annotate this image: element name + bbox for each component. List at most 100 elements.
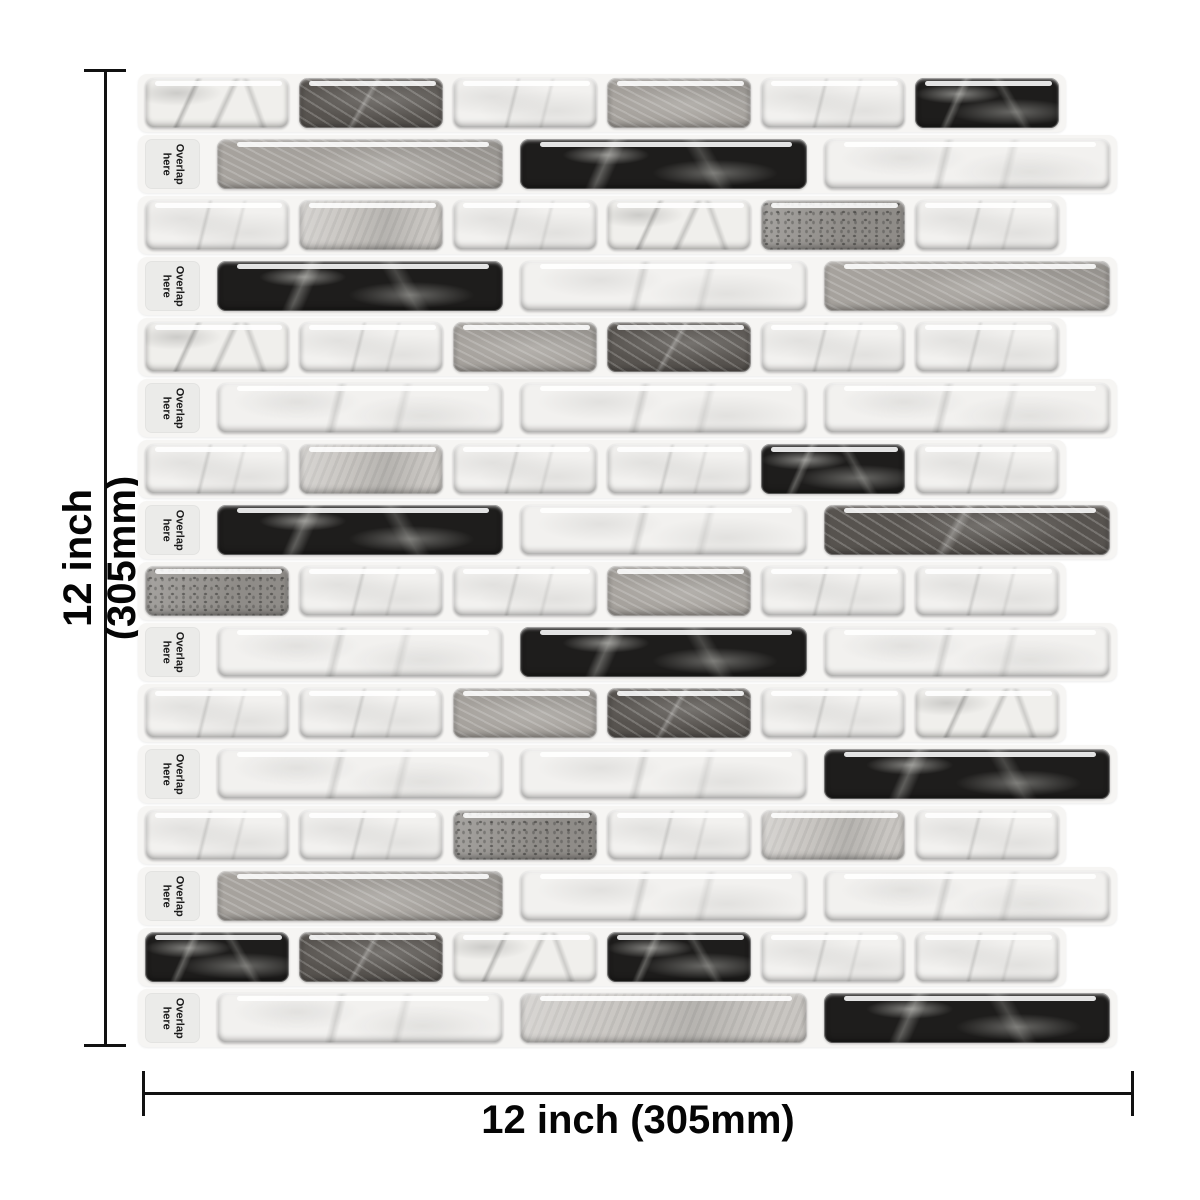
tile-brick-white — [217, 383, 504, 433]
width-dimension-right-tick — [1131, 1071, 1134, 1116]
tile-brick-black — [520, 627, 807, 677]
overlap-tab-label: Overlap here — [160, 875, 186, 917]
tile-brick-white — [520, 505, 807, 555]
tile-row: Overlap here — [138, 867, 1117, 925]
overlap-tab-label: Overlap here — [160, 997, 186, 1039]
tile-brick-whitevein — [145, 78, 289, 128]
tile-brick-white — [761, 932, 905, 982]
width-dimension-left-tick — [142, 1071, 145, 1116]
tile-brick-white — [217, 627, 504, 677]
tile-brick-white — [823, 627, 1110, 677]
tile-row — [138, 684, 1066, 742]
tile-brick-white — [607, 810, 751, 860]
tile-brick-darkgray — [823, 505, 1110, 555]
tile-row — [138, 562, 1066, 620]
tile-brick-white — [145, 200, 289, 250]
tile-panel: Overlap here Overlap here Overlap here Over… — [138, 74, 1117, 1050]
tile-row: Overlap here — [138, 989, 1117, 1047]
tile-brick-gray — [823, 261, 1110, 311]
tile-brick-white — [761, 566, 905, 616]
tile-brick-white — [453, 78, 597, 128]
tile-row — [138, 318, 1066, 376]
height-dimension-label: 12 inch (305mm) — [56, 475, 144, 641]
tile-brick-black — [915, 78, 1059, 128]
tile-brick-lightgray — [299, 444, 443, 494]
tile-row — [138, 440, 1066, 498]
tile-row: Overlap here — [138, 379, 1117, 437]
tile-brick-black — [217, 505, 504, 555]
overlap-tab: Overlap here — [145, 383, 200, 433]
tile-row — [138, 196, 1066, 254]
tile-brick-white — [823, 139, 1110, 189]
tile-brick-white — [145, 810, 289, 860]
tile-brick-white — [915, 932, 1059, 982]
overlap-tab: Overlap here — [145, 139, 200, 189]
tile-brick-gray — [453, 688, 597, 738]
tile-brick-lightgray — [299, 200, 443, 250]
tile-brick-white — [453, 566, 597, 616]
tile-brick-whitevein — [453, 932, 597, 982]
tile-brick-gray — [217, 139, 504, 189]
tile-row: Overlap here — [138, 623, 1117, 681]
tile-brick-gray — [217, 871, 504, 921]
tile-row — [138, 806, 1066, 864]
tile-row: Overlap here — [138, 745, 1117, 803]
tile-brick-white — [823, 871, 1110, 921]
tile-brick-gray — [607, 566, 751, 616]
tile-brick-whitevein — [145, 322, 289, 372]
tile-brick-white — [823, 383, 1110, 433]
tile-brick-white — [520, 261, 807, 311]
height-dimension-top-cap — [84, 69, 126, 72]
tile-brick-white — [299, 688, 443, 738]
tile-brick-whitevein — [915, 688, 1059, 738]
tile-brick-white — [915, 810, 1059, 860]
tile-row: Overlap here — [138, 135, 1117, 193]
overlap-tab: Overlap here — [145, 993, 200, 1043]
tile-brick-white — [761, 322, 905, 372]
tile-brick-darkgray — [299, 78, 443, 128]
tile-brick-white — [217, 749, 504, 799]
tile-brick-speckle — [453, 810, 597, 860]
tile-brick-white — [520, 383, 807, 433]
tile-brick-black — [823, 993, 1110, 1043]
tile-brick-darkgray — [299, 932, 443, 982]
overlap-tab: Overlap here — [145, 261, 200, 311]
tile-brick-darkgray — [607, 322, 751, 372]
tile-brick-white — [299, 322, 443, 372]
tile-row — [138, 74, 1066, 132]
width-dimension-label: 12 inch (305mm) — [481, 1098, 795, 1142]
tile-brick-speckle — [761, 200, 905, 250]
tile-brick-white — [915, 566, 1059, 616]
tile-brick-white — [761, 688, 905, 738]
width-dimension-line — [142, 1092, 1134, 1095]
tile-brick-lightgray — [761, 810, 905, 860]
tile-brick-lightgray — [520, 993, 807, 1043]
tile-row: Overlap here — [138, 257, 1117, 315]
overlap-tab: Overlap here — [145, 749, 200, 799]
tile-brick-black — [145, 932, 289, 982]
overlap-tab-label: Overlap here — [160, 265, 186, 307]
tile-brick-whitevein — [607, 200, 751, 250]
tile-brick-white — [145, 444, 289, 494]
overlap-tab-label: Overlap here — [160, 509, 186, 551]
tile-brick-white — [520, 749, 807, 799]
overlap-tab: Overlap here — [145, 627, 200, 677]
tile-brick-white — [299, 810, 443, 860]
tile-brick-black — [217, 261, 504, 311]
tile-brick-black — [520, 139, 807, 189]
tile-brick-white — [299, 566, 443, 616]
tile-brick-white — [915, 200, 1059, 250]
overlap-tab: Overlap here — [145, 871, 200, 921]
overlap-tab-label: Overlap here — [160, 143, 186, 185]
tile-brick-white — [520, 871, 807, 921]
height-dimension-line — [104, 69, 107, 1047]
overlap-tab-label: Overlap here — [160, 753, 186, 795]
tile-brick-gray — [607, 78, 751, 128]
tile-brick-white — [915, 444, 1059, 494]
height-dimension-bottom-cap — [84, 1044, 126, 1047]
tile-brick-speckle — [145, 566, 289, 616]
tile-brick-darkgray — [607, 688, 751, 738]
tile-brick-white — [915, 322, 1059, 372]
tile-brick-white — [217, 993, 504, 1043]
